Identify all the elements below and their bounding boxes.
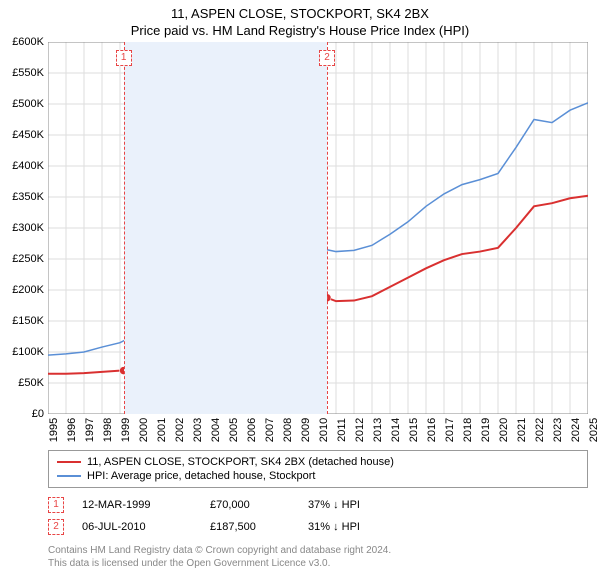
x-axis-label: 2011 (336, 418, 348, 442)
marker-line-2 (327, 42, 328, 414)
y-axis-label: £450K (12, 129, 44, 141)
x-axis-label: 2023 (552, 418, 564, 442)
x-axis-label: 2014 (390, 418, 402, 442)
x-axis-label: 2017 (444, 418, 456, 442)
transaction-row: 2 06-JUL-2010 £187,500 31% ↓ HPI (48, 516, 588, 538)
x-axis-label: 2020 (498, 418, 510, 442)
x-axis-label: 1998 (102, 418, 114, 442)
x-axis-label: 2010 (318, 418, 330, 442)
transaction-price: £70,000 (210, 499, 290, 511)
y-axis-label: £0 (32, 408, 44, 420)
transaction-marker: 1 (48, 497, 64, 513)
marker-box-2: 2 (319, 50, 335, 66)
transaction-date: 06-JUL-2010 (82, 521, 192, 533)
x-axis-label: 2019 (480, 418, 492, 442)
x-axis-label: 2025 (588, 418, 600, 442)
transactions-table: 1 12-MAR-1999 £70,000 37% ↓ HPI 2 06-JUL… (48, 494, 588, 538)
transaction-marker: 2 (48, 519, 64, 535)
y-axis-label: £100K (12, 346, 44, 358)
x-axis-label: 2009 (300, 418, 312, 442)
x-axis-label: 2008 (282, 418, 294, 442)
legend-item: 11, ASPEN CLOSE, STOCKPORT, SK4 2BX (det… (57, 455, 579, 469)
transaction-hpi-delta: 31% ↓ HPI (308, 521, 398, 533)
y-axis-label: £550K (12, 67, 44, 79)
x-axis-label: 2002 (174, 418, 186, 442)
marker-line-1 (124, 42, 125, 414)
x-axis-label: 2007 (264, 418, 276, 442)
legend-item: HPI: Average price, detached house, Stoc… (57, 469, 579, 483)
x-axis-label: 2024 (570, 418, 582, 442)
legend-label: HPI: Average price, detached house, Stoc… (87, 470, 316, 482)
marker-box-1: 1 (116, 50, 132, 66)
shaded-range (124, 42, 327, 414)
x-axis-label: 1999 (120, 418, 132, 442)
y-axis-label: £500K (12, 98, 44, 110)
x-axis-label: 1996 (66, 418, 78, 442)
transaction-date: 12-MAR-1999 (82, 499, 192, 511)
page-root: 11, ASPEN CLOSE, STOCKPORT, SK4 2BX Pric… (0, 6, 600, 566)
x-axis-label: 2004 (210, 418, 222, 442)
legend-swatch (57, 461, 81, 463)
x-axis-label: 2022 (534, 418, 546, 442)
x-axis-label: 2012 (354, 418, 366, 442)
y-axis-label: £350K (12, 191, 44, 203)
copyright-line: This data is licensed under the Open Gov… (48, 557, 588, 570)
y-axis-label: £150K (12, 315, 44, 327)
copyright-line: Contains HM Land Registry data © Crown c… (48, 544, 588, 557)
copyright-notice: Contains HM Land Registry data © Crown c… (48, 544, 588, 570)
x-axis-label: 2000 (138, 418, 150, 442)
chart-area: £0£50K£100K£150K£200K£250K£300K£350K£400… (48, 42, 588, 414)
legend: 11, ASPEN CLOSE, STOCKPORT, SK4 2BX (det… (48, 450, 588, 488)
chart-title: 11, ASPEN CLOSE, STOCKPORT, SK4 2BX (0, 6, 600, 21)
x-axis-label: 2005 (228, 418, 240, 442)
transaction-price: £187,500 (210, 521, 290, 533)
x-axis-label: 1995 (48, 418, 60, 442)
x-axis-label: 2003 (192, 418, 204, 442)
y-axis-label: £400K (12, 160, 44, 172)
x-axis-label: 2016 (426, 418, 438, 442)
x-axis-label: 1997 (84, 418, 96, 442)
x-axis-label: 2001 (156, 418, 168, 442)
x-axis-label: 2015 (408, 418, 420, 442)
x-axis-label: 2013 (372, 418, 384, 442)
x-axis-label: 2021 (516, 418, 528, 442)
chart-subtitle: Price paid vs. HM Land Registry's House … (0, 23, 600, 38)
transaction-row: 1 12-MAR-1999 £70,000 37% ↓ HPI (48, 494, 588, 516)
y-axis-label: £600K (12, 36, 44, 48)
y-axis-label: £250K (12, 253, 44, 265)
y-axis-label: £50K (18, 377, 44, 389)
y-axis-label: £300K (12, 222, 44, 234)
legend-label: 11, ASPEN CLOSE, STOCKPORT, SK4 2BX (det… (87, 456, 394, 468)
transaction-hpi-delta: 37% ↓ HPI (308, 499, 398, 511)
x-axis-label: 2006 (246, 418, 258, 442)
y-axis-label: £200K (12, 284, 44, 296)
x-axis-label: 2018 (462, 418, 474, 442)
legend-swatch (57, 475, 81, 477)
